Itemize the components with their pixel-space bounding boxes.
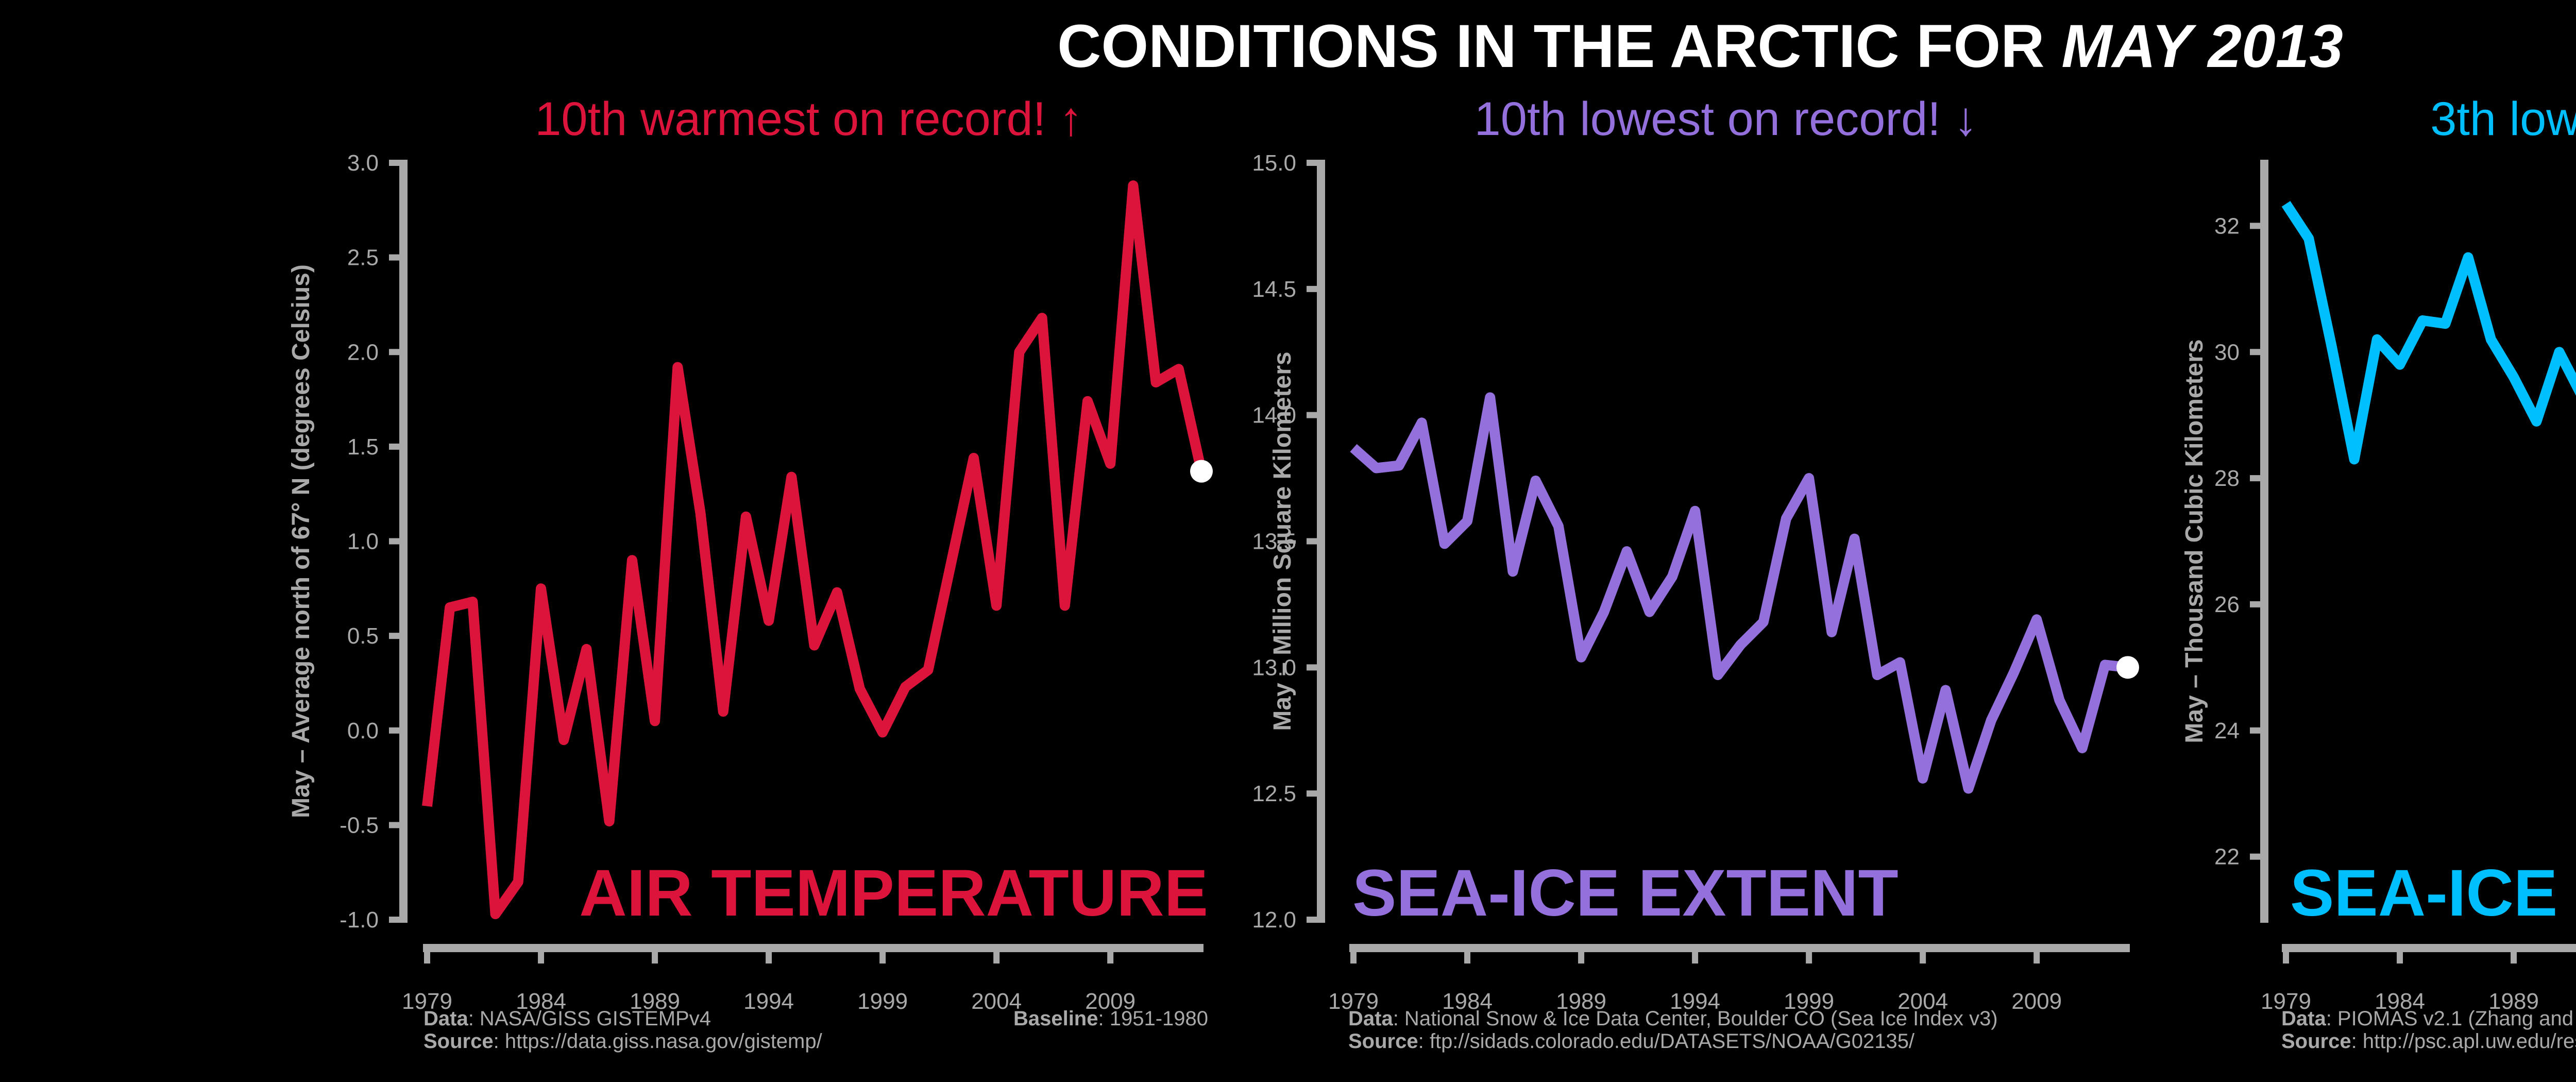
x-tick-label: 1979: [1328, 989, 1379, 1014]
y-tick-label: 2.0: [347, 340, 379, 365]
x-tick-label: 1989: [1556, 989, 1606, 1014]
source-line: Source: https://data.giss.nasa.gov/giste…: [423, 1030, 823, 1053]
series-line: [422, 180, 1207, 919]
x-tick-label: 1984: [516, 989, 566, 1014]
y-tick-label: 14.0: [1252, 403, 1296, 428]
source-text: : http://psc.apl.uw.edu/research/project…: [2351, 1030, 2576, 1053]
source-line: Data: NASA/GISS GISTEMPv4: [423, 1007, 711, 1030]
panel-subtitle: 10th lowest on record! ↓: [1475, 93, 1978, 145]
title-emphasis: MAY 2013: [2061, 12, 2343, 80]
panel-name: SEA-ICE EXTENT: [1352, 856, 1899, 930]
x-tick-label: 1994: [743, 989, 794, 1014]
source-label: Data: [1348, 1007, 1393, 1030]
y-tick-label: 0.5: [347, 623, 379, 649]
series-line: [2281, 201, 2576, 465]
panel-name: SEA-ICE VOLUME: [2290, 856, 2576, 930]
chart-panel-1: 10th warmest on record! ↑ -1.0 -0.5 0.0 0.5 1…: [287, 93, 1213, 1053]
source-line: Source: ftp://sidads.colorado.edu/DATASE…: [1348, 1030, 1915, 1053]
figure-title: CONDITIONS IN THE ARCTIC FOR MAY 2013: [1057, 12, 2343, 80]
source-label: Data: [423, 1007, 468, 1030]
baseline-note: Baseline: 1951-1980: [1013, 1007, 1208, 1030]
panel-name: AIR TEMPERATURE: [579, 856, 1208, 930]
source-label: Source: [1348, 1030, 1418, 1053]
y-tick-label: 13.5: [1252, 529, 1296, 554]
y-tick-label: 14.5: [1252, 277, 1296, 302]
highlight-marker: [2116, 656, 2139, 679]
baseline-label: Baseline: [1013, 1007, 1098, 1030]
title-prefix: CONDITIONS IN THE ARCTIC FOR: [1057, 12, 2061, 80]
source-line: Source: http://psc.apl.uw.edu/research/p…: [2281, 1030, 2576, 1053]
y-tick-label: 1.5: [347, 434, 379, 460]
chart-panel-2: 10th lowest on record! ↓ 12.0 12.5 13.0 13.5…: [1252, 93, 2139, 1053]
x-tick-label: 1994: [1670, 989, 1720, 1014]
highlight-marker: [1190, 460, 1213, 483]
source-text: : https://data.giss.nasa.gov/gistemp/: [494, 1030, 823, 1053]
x-tick-label: 2009: [1085, 989, 1136, 1014]
x-tick-label: 1989: [630, 989, 680, 1014]
y-tick-label: 2.5: [347, 245, 379, 270]
source-text: : ftp://sidads.colorado.edu/DATASETS/NOA…: [1418, 1030, 1915, 1053]
y-tick-label: 1.0: [347, 529, 379, 554]
y-tick-label: 32: [2214, 213, 2240, 239]
x-tick-label: 1979: [2261, 989, 2311, 1014]
y-tick-label: 22: [2214, 844, 2240, 870]
source-label: Source: [2281, 1030, 2351, 1053]
baseline-text: : 1951-1980: [1098, 1007, 1208, 1030]
panel-subtitle: 3th lowest on record! ↓: [2430, 93, 2576, 145]
x-tick-label: 1984: [1442, 989, 1493, 1014]
y-axis-label: May – Average north of 67° N (degrees Ce…: [287, 264, 315, 818]
source-text: : NASA/GISS GISTEMPv4: [468, 1007, 711, 1030]
y-tick-label: 0.0: [347, 718, 379, 743]
x-tick-label: 1984: [2375, 989, 2425, 1014]
y-tick-label: 12.0: [1252, 907, 1296, 933]
y-tick-label: -0.5: [340, 813, 379, 838]
x-tick-label: 1989: [2488, 989, 2539, 1014]
y-tick-label: 3.0: [347, 150, 379, 176]
y-tick-label: 24: [2214, 718, 2240, 743]
x-tick-label: 2004: [971, 989, 1022, 1014]
y-axis-label: May – Thousand Cubic Kilometers: [2181, 339, 2208, 743]
source-text: : National Snow & Ice Data Center, Bould…: [1393, 1007, 1998, 1030]
y-tick-label: 13.0: [1252, 655, 1296, 680]
y-tick-label: 26: [2214, 592, 2240, 617]
panel-subtitle: 10th warmest on record! ↑: [535, 93, 1083, 145]
y-tick-label: 15.0: [1252, 150, 1296, 176]
chart-panel-3: 3th lowest on record! ↓ 22 24 26 28 30 32 May –…: [2181, 93, 2576, 1053]
y-tick-label: 30: [2214, 340, 2240, 365]
source-line: Data: National Snow & Ice Data Center, B…: [1348, 1007, 1998, 1030]
x-tick-label: 1979: [402, 989, 452, 1014]
y-tick-label: 12.5: [1252, 781, 1296, 806]
source-label: Source: [423, 1030, 494, 1053]
y-axis-label: May – Million Square Kilometers: [1269, 351, 1296, 731]
x-tick-label: 1999: [857, 989, 908, 1014]
source-text: : PIOMAS v2.1 (Zhang and Rothrock, 2003;…: [2326, 1007, 2576, 1030]
y-tick-label: -1.0: [340, 907, 379, 933]
x-tick-label: 2009: [2011, 989, 2062, 1014]
y-tick-label: 28: [2214, 466, 2240, 491]
source-line: Data: PIOMAS v2.1 (Zhang and Rothrock, 2…: [2281, 1007, 2576, 1030]
source-label: Data: [2281, 1007, 2326, 1030]
x-tick-label: 1999: [1784, 989, 1834, 1014]
series-line: [1350, 392, 2129, 794]
chart-panels: 10th warmest on record! ↑ -1.0 -0.5 0.0 0.5 1…: [287, 93, 2576, 1053]
x-tick-label: 2004: [1897, 989, 1948, 1014]
